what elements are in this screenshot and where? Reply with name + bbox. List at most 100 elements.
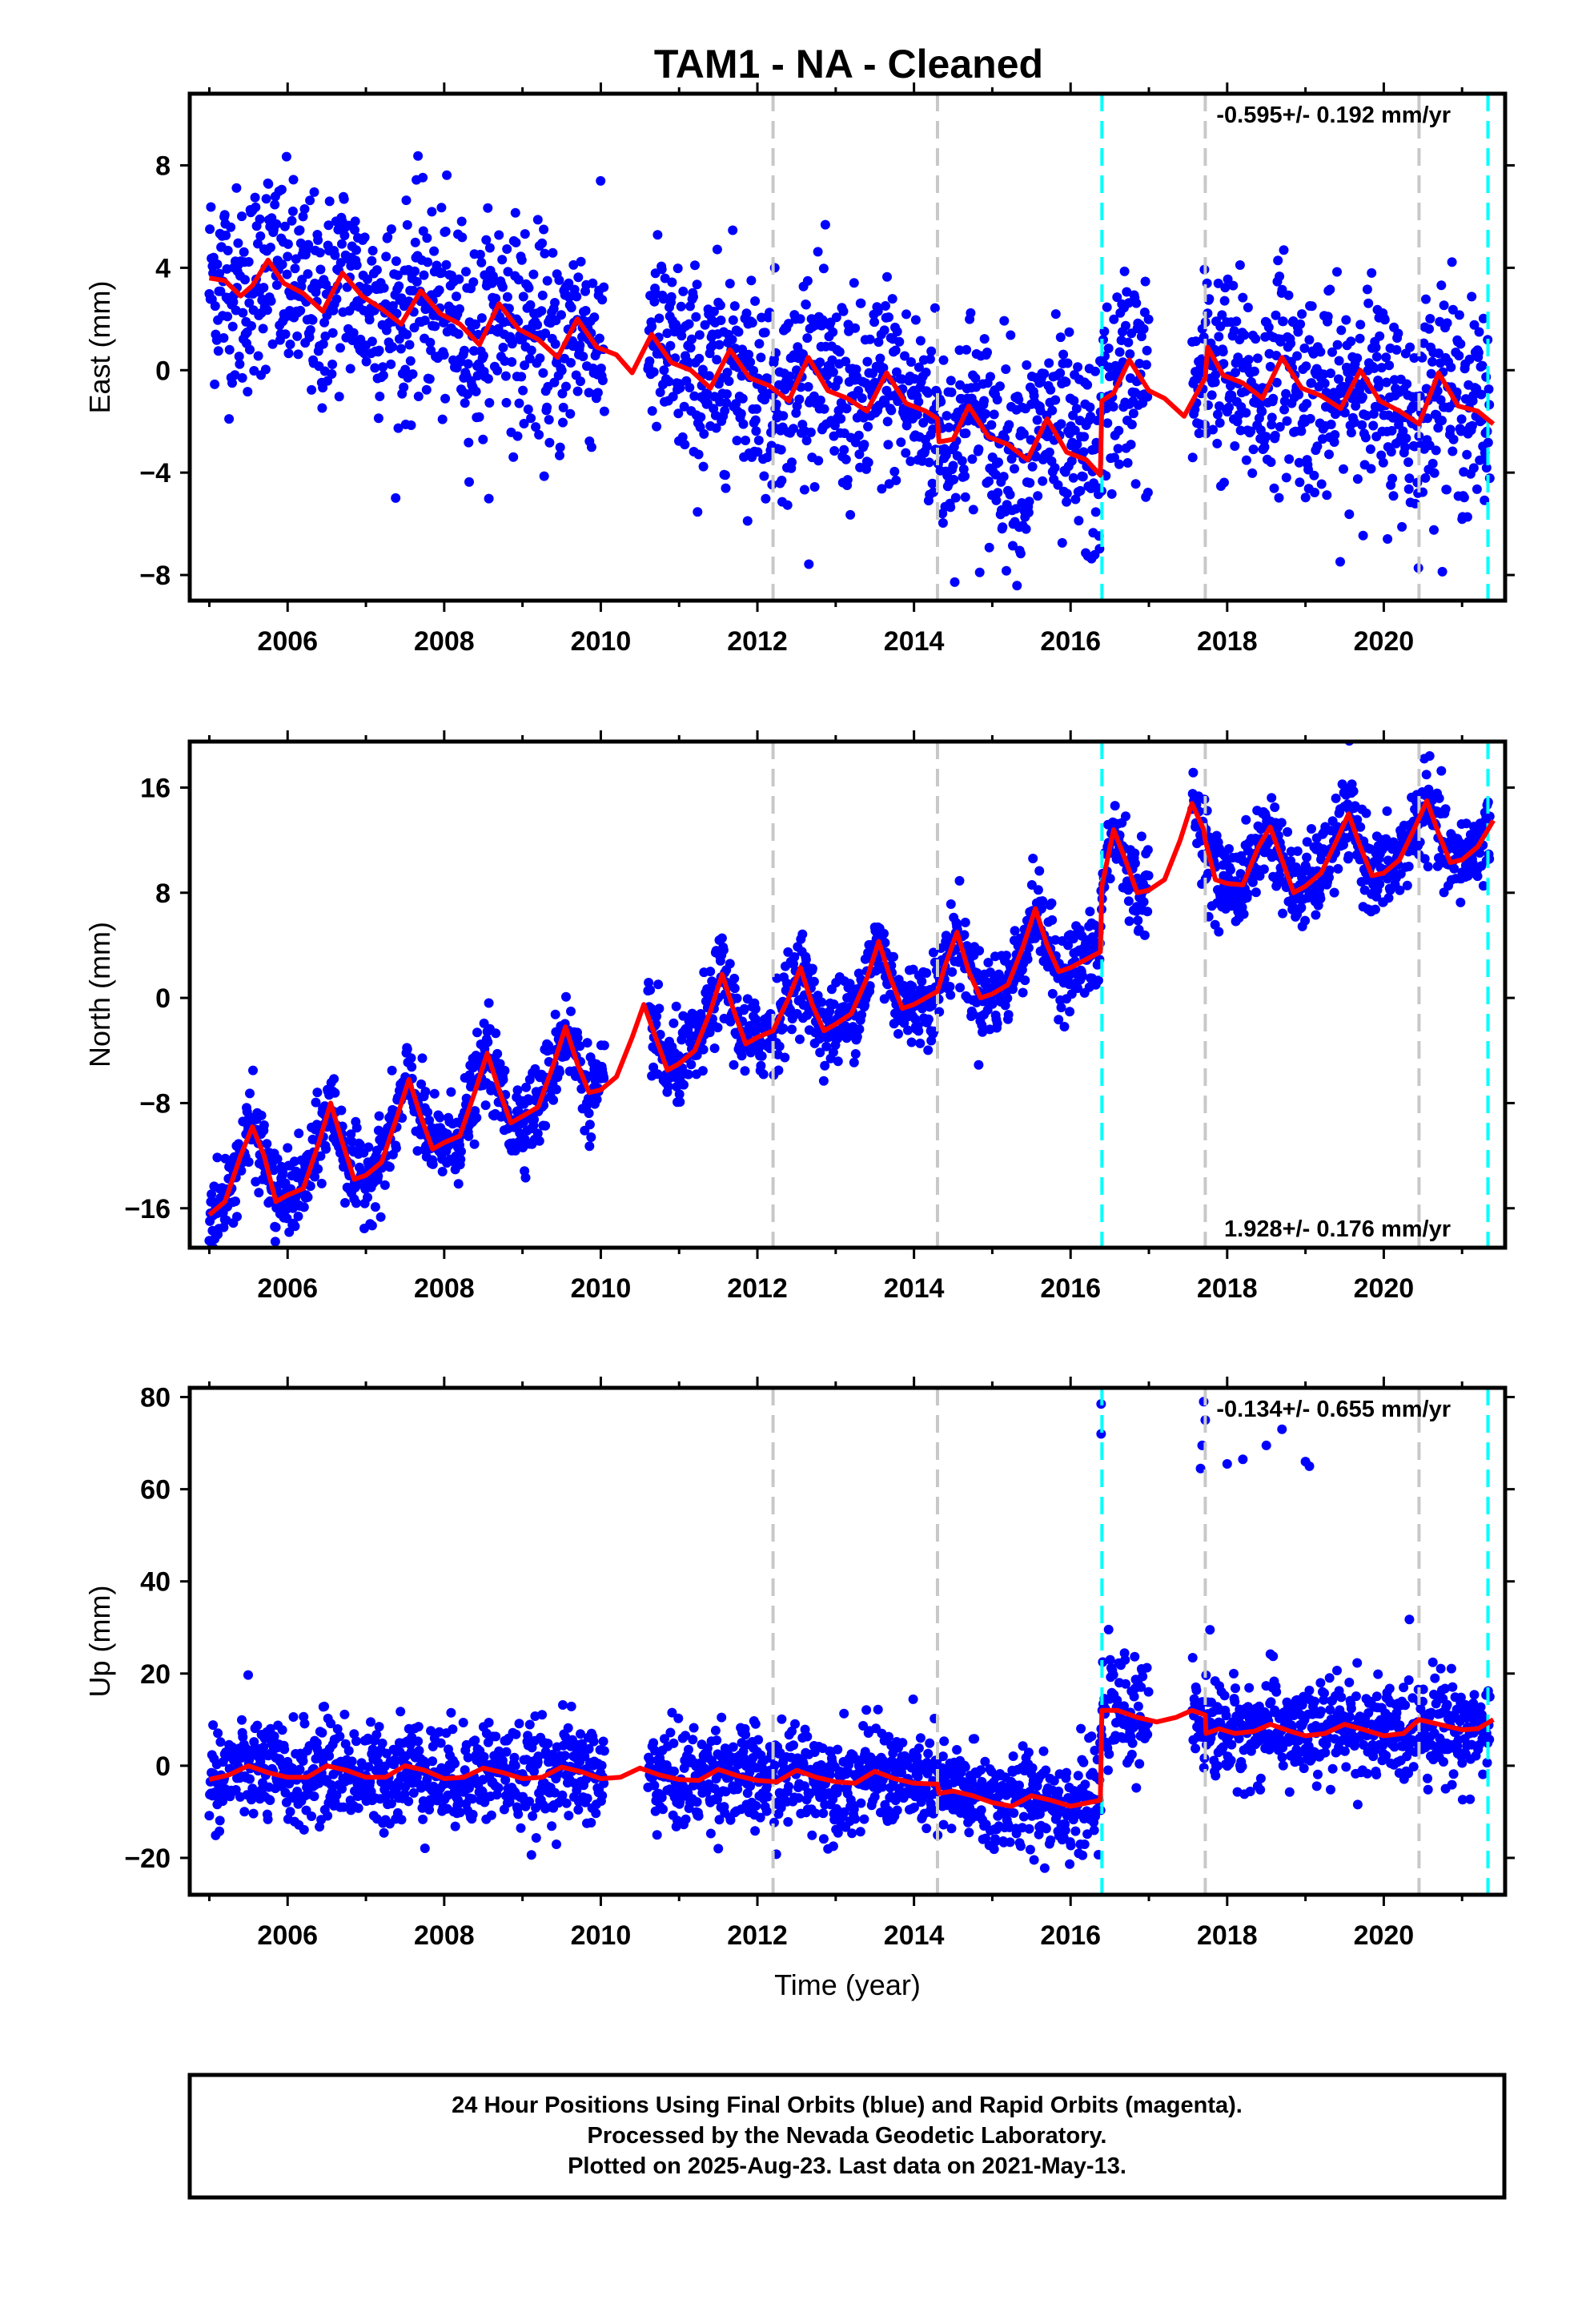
data-point: [252, 1720, 263, 1731]
data-point: [691, 312, 701, 322]
data-point: [760, 328, 770, 338]
data-point: [1387, 425, 1397, 436]
data-point: [1278, 908, 1288, 919]
data-point: [1474, 327, 1484, 337]
data-point: [700, 320, 710, 330]
data-point: [249, 366, 259, 376]
data-point: [1302, 852, 1312, 862]
data-point: [1268, 393, 1279, 404]
data-point: [960, 471, 970, 481]
data-point: [687, 334, 697, 344]
data-point: [926, 346, 937, 356]
data-point: [1010, 464, 1019, 474]
data-point: [295, 1764, 305, 1775]
data-point: [1082, 380, 1093, 390]
data-point: [552, 1084, 561, 1095]
data-point: [327, 369, 337, 379]
data-point: [399, 382, 409, 392]
data-point: [212, 1152, 223, 1163]
data-point: [542, 275, 552, 286]
data-point: [1046, 384, 1056, 395]
data-point: [1133, 915, 1143, 926]
data-point: [1283, 290, 1294, 300]
data-point: [1442, 318, 1452, 328]
data-point: [502, 292, 512, 302]
data-point: [648, 1062, 659, 1072]
data-point: [1307, 301, 1317, 312]
data-point: [1292, 846, 1303, 856]
data-point: [237, 372, 247, 383]
data-point: [938, 518, 948, 528]
data-point: [942, 411, 952, 421]
data-point: [1102, 418, 1113, 428]
data-point: [1224, 402, 1234, 412]
data-point: [751, 426, 761, 436]
data-point: [1022, 360, 1032, 370]
data-point: [1355, 320, 1366, 330]
data-point: [1334, 374, 1343, 384]
data-point: [1391, 344, 1402, 355]
data-point: [334, 392, 344, 402]
data-point: [1090, 366, 1100, 376]
data-point: [418, 172, 428, 183]
data-point: [896, 437, 906, 448]
data-point: [1243, 355, 1254, 365]
data-point: [259, 283, 269, 293]
data-point: [335, 258, 346, 268]
data-point: [1241, 814, 1251, 825]
daily-position-points: [204, 1397, 1495, 1873]
data-point: [693, 449, 704, 460]
data-point: [596, 364, 606, 373]
data-point: [649, 296, 660, 307]
data-point: [1114, 425, 1124, 436]
data-point: [992, 395, 1002, 405]
data-point: [1309, 470, 1319, 480]
data-point: [299, 1202, 309, 1212]
data-point: [424, 1116, 435, 1125]
data-point: [597, 376, 608, 385]
data-point: [350, 225, 359, 235]
data-point: [725, 959, 735, 969]
data-point: [320, 331, 331, 341]
data-point: [1139, 930, 1150, 940]
data-point: [312, 1088, 323, 1098]
data-point: [520, 360, 530, 371]
data-point: [305, 325, 315, 335]
data-point: [514, 398, 524, 408]
data-point: [1468, 463, 1479, 473]
data-point: [1123, 896, 1134, 907]
data-point: [983, 958, 994, 967]
data-point: [1324, 449, 1334, 460]
data-point: [1027, 461, 1038, 472]
data-point: [1071, 404, 1082, 414]
data-point: [1021, 524, 1031, 534]
data-point: [1452, 387, 1462, 397]
data-point: [215, 1815, 225, 1826]
data-point: [413, 151, 424, 161]
data-point: [1483, 437, 1493, 448]
data-point: [736, 408, 746, 419]
data-point: [507, 357, 517, 367]
data-point: [1251, 887, 1261, 898]
data-point: [437, 1167, 448, 1176]
data-point: [566, 303, 576, 313]
data-point: [266, 296, 276, 306]
data-point: [1228, 280, 1239, 291]
data-point: [284, 1227, 295, 1237]
data-point: [1436, 766, 1447, 776]
data-point: [1478, 313, 1488, 324]
data-point: [946, 990, 956, 1000]
data-point: [994, 457, 1003, 468]
data-point: [647, 321, 657, 332]
data-point: [265, 1795, 275, 1805]
data-point: [1085, 907, 1095, 917]
data-point: [370, 363, 380, 373]
data-point: [692, 279, 702, 290]
data-point: [782, 500, 793, 510]
y-tick-label: 0: [155, 983, 171, 1014]
data-point: [1072, 439, 1082, 449]
data-point: [1267, 420, 1277, 430]
data-point: [875, 353, 885, 364]
east-panel: 2006 2008 2010 2012 2014 2016 2018 2020−8−4048E…: [83, 82, 1515, 657]
